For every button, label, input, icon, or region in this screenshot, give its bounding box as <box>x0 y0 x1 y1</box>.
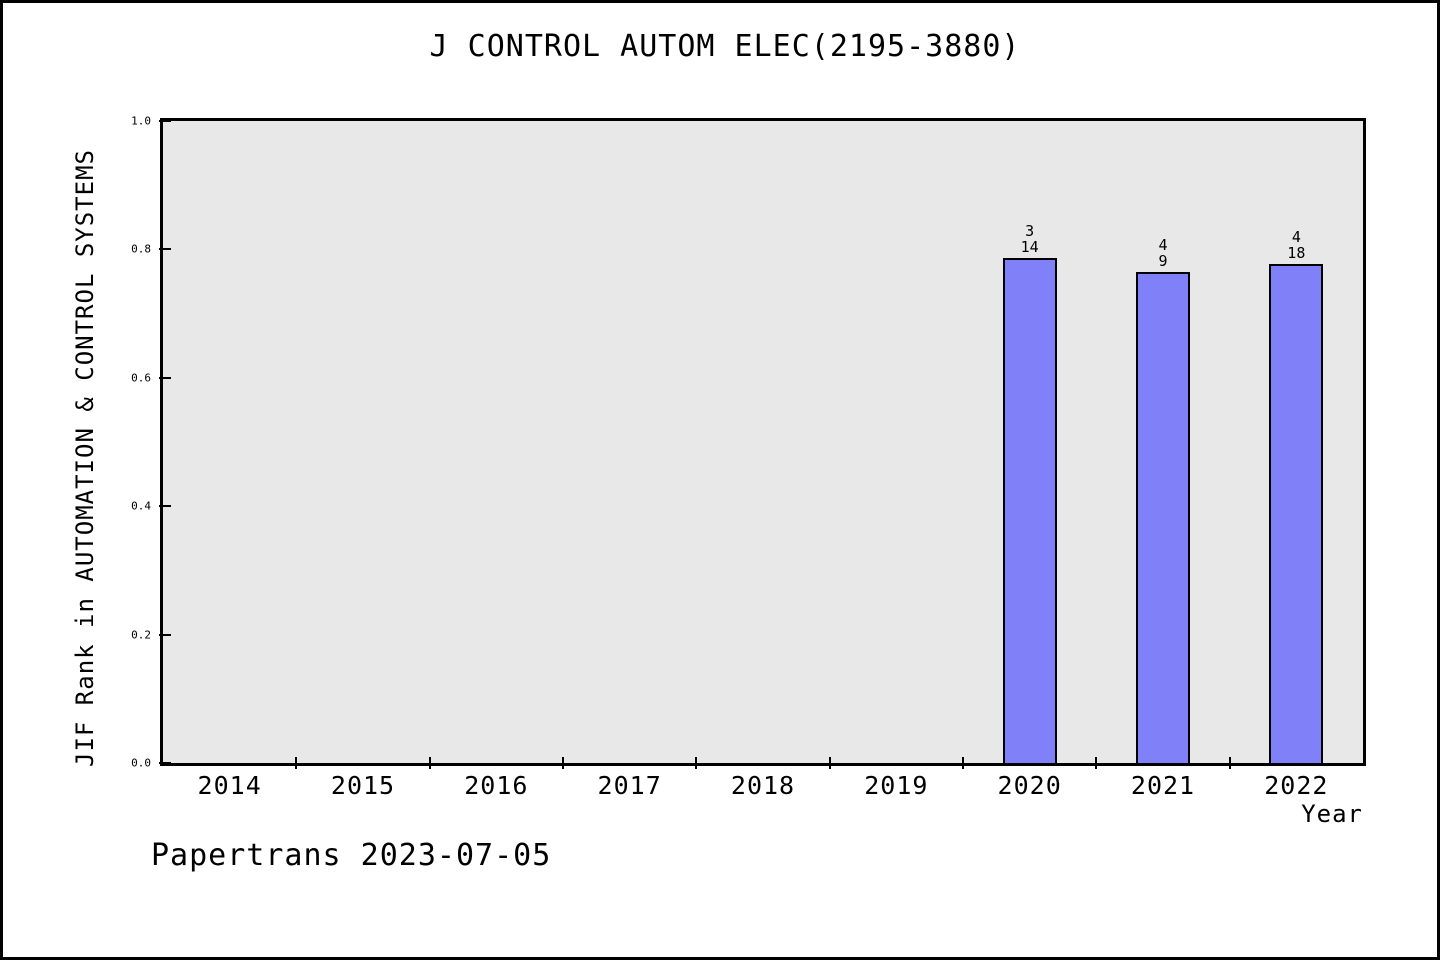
x-tick-mark <box>695 757 698 769</box>
x-tick-label: 2015 <box>330 771 396 800</box>
x-tick-label: 2017 <box>597 771 662 800</box>
rank-denominator: 14 <box>1020 238 1039 257</box>
x-tick-mark <box>562 757 564 769</box>
x-tick-mark <box>295 757 298 769</box>
x-tick-label: 2018 <box>730 771 796 800</box>
x-axis-title: Year <box>1301 800 1363 828</box>
bar-value-label-2022: 4 18 <box>1287 229 1305 261</box>
x-tick-mark <box>962 757 964 769</box>
x-tick-label: 2014 <box>197 771 262 800</box>
bar-2020 <box>1002 258 1057 763</box>
y-tick-mark <box>159 376 171 379</box>
y-axis-title: JIF Rank in AUTOMATION & CONTROL SYSTEMS <box>71 149 99 767</box>
plot-area: 0.0 0.2 0.4 0.6 0.8 1.0 2014 2015 2016 2017 2018 20… <box>131 115 1366 800</box>
y-tick-mark <box>159 120 171 122</box>
rank-numerator: 4 <box>1158 235 1168 254</box>
bar-2022 <box>1269 263 1324 763</box>
x-tick-mark <box>828 757 831 769</box>
x-tick-mark <box>428 757 431 769</box>
bar-value-label-2020: 3 14 <box>1021 223 1039 255</box>
x-tick-label: 2022 <box>1264 771 1329 800</box>
y-tick-label: 0.4 <box>131 499 151 513</box>
y-tick-mark <box>159 633 171 636</box>
y-tick-label: 0.2 <box>131 628 151 642</box>
y-tick-label: 1.0 <box>131 114 151 128</box>
y-tick-mark <box>159 762 171 764</box>
x-tick-label: 2021 <box>1130 771 1196 800</box>
rank-numerator: 3 <box>1025 222 1035 241</box>
y-tick-label: 0.6 <box>131 371 151 385</box>
y-tick-mark <box>159 248 171 251</box>
chart-title: J CONTROL AUTOM ELEC(2195-3880) <box>429 29 1021 64</box>
x-tick-mark <box>1095 757 1098 769</box>
y-tick-label: 0.0 <box>131 756 151 770</box>
x-tick-label: 2019 <box>864 771 929 800</box>
rank-denominator: 18 <box>1287 243 1306 262</box>
rank-numerator: 4 <box>1291 227 1301 246</box>
y-tick-label: 0.8 <box>131 242 151 256</box>
y-tick-mark <box>159 505 171 508</box>
x-tick-label: 2016 <box>464 771 529 800</box>
bar-2021 <box>1136 271 1190 763</box>
x-tick-mark <box>1228 757 1231 769</box>
footer-note: Papertrans 2023-07-05 <box>151 838 552 873</box>
rank-denominator: 9 <box>1158 251 1168 270</box>
x-tick-label: 2020 <box>997 771 1062 800</box>
